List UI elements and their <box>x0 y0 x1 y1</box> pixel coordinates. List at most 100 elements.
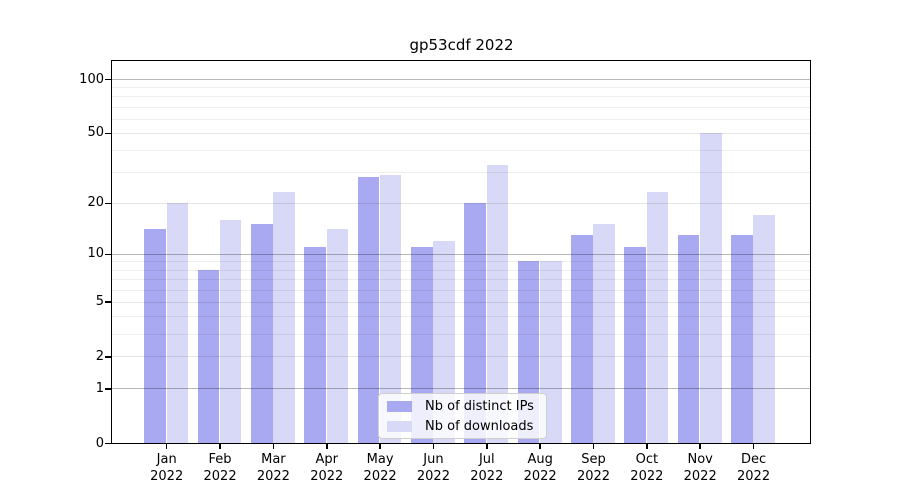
x-tick-month: Sep <box>581 452 606 467</box>
gridline-minor <box>112 106 810 108</box>
gridline-minor <box>112 87 810 89</box>
x-tick-label-mar: Mar 2022 <box>241 451 305 485</box>
x-tick-year: 2022 <box>150 469 184 484</box>
y-tick-mark <box>105 388 111 390</box>
x-tick-mark <box>592 444 595 449</box>
y-tick-label-0: 0 <box>95 435 104 451</box>
legend-label-downloads: Nb of downloads <box>425 418 534 434</box>
legend-row-distinct-ips: Nb of distinct IPs <box>379 398 546 415</box>
y-tick-mark <box>105 442 111 445</box>
y-tick-label-10: 10 <box>87 246 104 262</box>
x-tick-label-jun: Jun 2022 <box>401 451 465 485</box>
x-tick-mark <box>379 444 381 449</box>
x-tick-month: Mar <box>261 452 286 467</box>
y-tick-mark <box>105 356 111 358</box>
x-tick-mark <box>219 444 221 449</box>
x-tick-year: 2022 <box>630 469 664 484</box>
legend-swatch-distinct-ips <box>387 400 412 412</box>
bar-nov-downloads <box>700 132 722 443</box>
x-tick-year: 2022 <box>737 469 771 484</box>
x-tick-year: 2022 <box>203 469 237 484</box>
y-tick-mark <box>105 301 111 303</box>
x-tick-year: 2022 <box>470 469 504 484</box>
y-tick-mark <box>105 78 111 81</box>
x-tick-mark <box>432 444 435 449</box>
bar-jan-downloads <box>166 202 189 443</box>
y-tick-label-20: 20 <box>87 195 104 211</box>
x-tick-label-jul: Jul 2022 <box>455 451 519 485</box>
bar-nov-distinct-ips <box>677 234 700 443</box>
x-tick-year: 2022 <box>363 469 397 484</box>
bar-may-downloads <box>379 174 402 443</box>
x-tick-label-aug: Aug 2022 <box>508 451 572 485</box>
x-tick-year: 2022 <box>256 469 290 484</box>
bar-sep-downloads <box>593 224 615 443</box>
bar-feb-distinct-ips <box>197 269 220 443</box>
x-tick-mark <box>646 444 648 449</box>
x-tick-mark <box>539 444 541 449</box>
x-tick-month: Nov <box>687 452 713 467</box>
x-tick-year: 2022 <box>523 469 557 484</box>
bar-dec-distinct-ips <box>731 234 753 443</box>
x-tick-year: 2022 <box>416 469 450 484</box>
bar-jul-downloads <box>486 164 509 443</box>
x-tick-month: Dec <box>740 452 767 467</box>
x-tick-label-sep: Sep 2022 <box>562 451 626 485</box>
bar-apr-distinct-ips <box>304 247 326 443</box>
x-tick-label-oct: Oct 2022 <box>615 451 679 485</box>
x-tick-mark <box>752 444 755 449</box>
x-tick-label-may: May 2022 <box>348 451 412 485</box>
y-tick-label-5: 5 <box>95 294 104 310</box>
legend-label-distinct-ips: Nb of distinct IPs <box>425 398 534 414</box>
bar-sep-distinct-ips <box>571 234 593 443</box>
bar-may-distinct-ips <box>357 177 380 443</box>
x-tick-month: May <box>366 452 394 467</box>
x-tick-label-jan: Jan 2022 <box>135 451 199 485</box>
bar-mar-distinct-ips <box>251 224 273 443</box>
x-tick-label-nov: Nov 2022 <box>668 451 732 485</box>
bar-dec-downloads <box>753 215 775 443</box>
x-tick-month: Jul <box>478 452 495 467</box>
x-tick-mark <box>699 444 701 449</box>
bar-jan-distinct-ips <box>144 229 166 443</box>
legend-swatch-downloads <box>387 420 412 432</box>
x-tick-mark <box>486 444 488 449</box>
legend: Nb of distinct IPs Nb of downloads <box>378 393 547 439</box>
x-tick-mark <box>326 444 328 449</box>
chart-title: gp53cdf 2022 <box>409 36 514 54</box>
x-tick-month: Jun <box>423 452 444 467</box>
x-tick-month: Feb <box>208 452 232 467</box>
bar-feb-downloads <box>219 219 242 443</box>
x-tick-label-feb: Feb 2022 <box>188 451 252 485</box>
x-tick-mark <box>165 444 168 449</box>
gridline <box>112 79 810 81</box>
plot-area <box>111 60 811 444</box>
x-tick-mark <box>272 444 275 449</box>
x-tick-label-dec: Dec 2022 <box>722 451 786 485</box>
bar-jul-distinct-ips <box>464 202 486 443</box>
gridline-minor <box>112 118 810 120</box>
y-tick-label-50: 50 <box>87 125 104 141</box>
y-tick-label-1: 1 <box>95 380 104 396</box>
bar-oct-distinct-ips <box>624 247 647 443</box>
y-tick-label-2: 2 <box>95 348 104 364</box>
x-tick-month: Aug <box>527 452 553 467</box>
x-tick-month: Jan <box>156 452 177 467</box>
x-tick-month: Oct <box>635 452 659 467</box>
gridline-minor <box>112 96 810 98</box>
legend-row-downloads: Nb of downloads <box>379 418 546 435</box>
bar-jun-downloads <box>433 240 455 443</box>
x-tick-year: 2022 <box>576 469 611 484</box>
x-tick-label-apr: Apr 2022 <box>295 451 359 485</box>
x-tick-year: 2022 <box>310 469 344 484</box>
y-tick-mark <box>105 202 111 205</box>
bar-mar-downloads <box>273 192 295 443</box>
y-tick-label-100: 100 <box>79 71 104 87</box>
x-tick-year: 2022 <box>683 469 717 484</box>
x-tick-month: Apr <box>315 452 339 467</box>
y-tick-mark <box>105 253 111 256</box>
y-tick-mark <box>105 132 111 135</box>
bar-apr-downloads <box>326 229 349 443</box>
bar-oct-downloads <box>646 192 669 443</box>
